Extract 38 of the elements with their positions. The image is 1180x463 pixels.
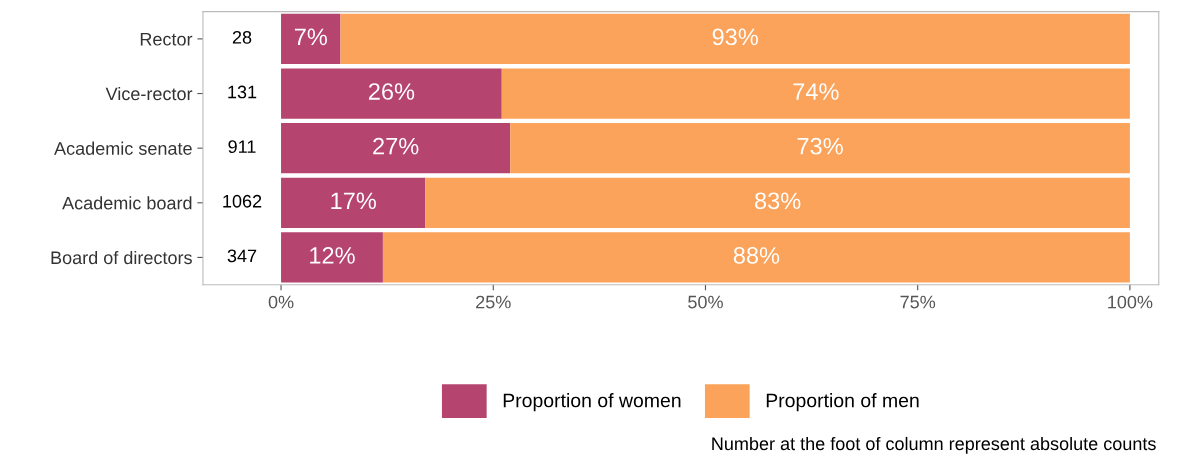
x-tick-label: 50% xyxy=(688,295,723,309)
bar xyxy=(425,177,1130,228)
data-label: 93% xyxy=(712,28,758,46)
y-tick-label: Board of directors xyxy=(51,250,192,265)
data-label: 88% xyxy=(733,247,780,264)
bar xyxy=(281,232,383,283)
data-label: 83% xyxy=(755,192,801,210)
data-label: 73% xyxy=(797,137,843,155)
bar xyxy=(510,123,1130,174)
data-label: 27% xyxy=(373,137,419,155)
annotation: 28 xyxy=(232,30,252,44)
annotation: 347 xyxy=(227,249,257,263)
bar xyxy=(382,232,1130,283)
data-label: 7% xyxy=(294,28,327,46)
legend-label: Proportion of men xyxy=(766,393,919,412)
annotation: 131 xyxy=(228,85,257,99)
bar xyxy=(281,13,341,65)
data-label: 26% xyxy=(368,83,415,100)
legend-label: Proportion of women xyxy=(503,393,681,412)
text: Number at the foot of column represent absolute counts xyxy=(712,436,1156,454)
bar xyxy=(281,68,502,119)
y-tick-label: Vice-rector xyxy=(105,86,193,101)
y-tick-label: Academic senate xyxy=(54,141,192,155)
data-label: 12% xyxy=(310,247,355,264)
bar xyxy=(340,13,1130,65)
x-tick-label: 25% xyxy=(476,295,511,309)
bar xyxy=(501,68,1130,119)
x-tick-label: 100% xyxy=(1108,295,1153,309)
bar xyxy=(281,123,511,174)
annotation: 1062 xyxy=(223,194,262,208)
x-tick-label: 0% xyxy=(268,295,294,309)
y-tick-label: Academic board xyxy=(62,196,192,210)
x-tick-label: 75% xyxy=(900,295,936,309)
annotation: 911 xyxy=(228,140,256,154)
data-label: 74% xyxy=(793,83,839,100)
y-tick-label: Rector xyxy=(140,33,193,46)
bar xyxy=(281,177,426,228)
data-label: 17% xyxy=(331,192,376,210)
